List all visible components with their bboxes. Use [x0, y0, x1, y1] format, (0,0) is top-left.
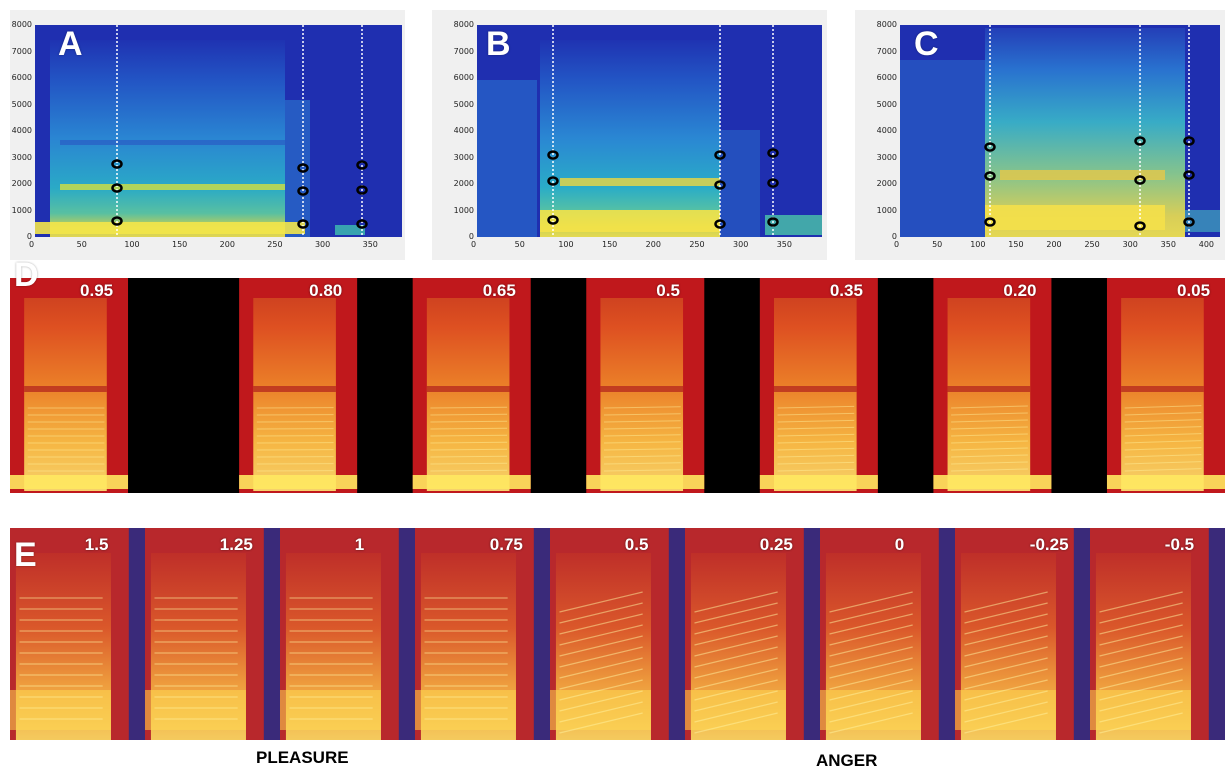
y-tick-label: 6000: [876, 73, 897, 82]
plot-a: [35, 25, 402, 237]
row-d-value-label: 0.5: [656, 281, 680, 300]
y-tick-label: 0: [468, 232, 474, 241]
spectrogram-d: [10, 278, 129, 493]
x-tick-label: 150: [1008, 240, 1024, 249]
panel-letter-e: E: [14, 536, 37, 574]
plot-b: [477, 25, 822, 237]
spectrogram-d: [759, 278, 878, 493]
spectrogram-e: [415, 528, 534, 740]
x-tick-label: 0: [471, 240, 477, 249]
x-tick-label: 250: [267, 240, 283, 249]
x-tick-label: 0: [894, 240, 900, 249]
y-tick-label: 1000: [11, 205, 32, 215]
spectrogram-d: [586, 278, 705, 493]
row-d: [10, 278, 1225, 493]
panel-letter-a: A: [58, 25, 83, 63]
y-tick-label: 2000: [876, 179, 897, 188]
y-tick-label: 5000: [453, 99, 474, 109]
plot-c: [900, 25, 1220, 237]
row-e-value-label: 1.5: [84, 535, 109, 554]
caption-pleasure: PLEASURE: [256, 748, 349, 767]
y-tick-label: 1000: [876, 205, 897, 215]
x-tick-label: 350: [1160, 240, 1176, 249]
x-tick-label: 200: [219, 240, 235, 249]
row-e-value-label: 0.75: [489, 535, 523, 554]
row-e-value-label: 0.5: [624, 535, 649, 554]
y-tick-label: 7000: [876, 46, 897, 56]
y-tick-label: 8000: [453, 20, 474, 29]
y-tick-label: 1000: [453, 205, 474, 215]
panel-letter-b: B: [486, 25, 511, 63]
y-tick-label: 3000: [453, 152, 474, 162]
spectrogram-d: [1106, 278, 1225, 493]
row-d-value-label: 0.80: [309, 281, 343, 300]
y-tick-label: 6000: [11, 73, 32, 82]
row-d-value-label: 0.95: [80, 281, 114, 300]
x-tick-label: 300: [733, 240, 749, 249]
y-tick-label: 4000: [11, 126, 32, 135]
y-tick-label: 6000: [453, 73, 474, 82]
y-tick-label: 7000: [453, 46, 474, 56]
row-d-value-label: 0.05: [1177, 281, 1211, 300]
spectrogram-d: [412, 278, 531, 493]
row-d-value-label: 0.20: [1003, 281, 1037, 300]
row-e-value-label: 0.25: [759, 535, 793, 554]
caption-anger: ANGER: [816, 751, 878, 770]
spectrogram-d: [239, 278, 358, 493]
spectrogram-e: [1090, 528, 1209, 740]
x-tick-label: 250: [689, 240, 705, 249]
y-tick-label: 3000: [876, 152, 897, 162]
x-tick-label: 100: [124, 240, 140, 249]
x-tick-label: 400: [1198, 240, 1215, 249]
y-tick-label: 2000: [453, 179, 474, 188]
x-tick-label: 100: [558, 240, 574, 249]
row-e-value-label: 1.25: [219, 535, 253, 554]
row-e-value-label: -0.5: [1164, 535, 1195, 554]
x-tick-label: 150: [602, 240, 618, 249]
x-tick-label: 350: [362, 240, 378, 249]
row-e-value-label: 0: [894, 535, 905, 554]
row-d-value-label: 0.35: [829, 281, 863, 300]
row-e: [10, 528, 1225, 740]
y-tick-label: 8000: [876, 20, 897, 29]
x-tick-label: 100: [970, 240, 986, 249]
spectrogram-e: [955, 528, 1074, 740]
y-tick-label: 7000: [11, 46, 32, 56]
x-tick-label: 200: [645, 240, 661, 249]
y-tick-label: 5000: [11, 99, 32, 109]
y-tick-label: 4000: [453, 126, 474, 135]
y-tick-label: 3000: [11, 152, 32, 162]
spectrogram-e: [280, 528, 399, 740]
row-d-value-label: 0.65: [482, 281, 516, 300]
x-tick-label: 50: [76, 240, 87, 249]
row-e-value-label: -0.25: [1029, 535, 1069, 554]
x-tick-label: 350: [776, 240, 792, 249]
x-tick-label: 250: [1084, 240, 1100, 249]
x-tick-label: 50: [514, 240, 525, 249]
spectrogram-e: [685, 528, 804, 740]
x-tick-label: 300: [1122, 240, 1138, 249]
y-tick-label: 0: [26, 232, 32, 241]
spectrogram-e: [550, 528, 669, 740]
x-tick-label: 200: [1046, 240, 1062, 249]
y-tick-label: 5000: [876, 99, 897, 109]
row-e-value-label: 1: [354, 535, 365, 554]
x-tick-label: 0: [29, 240, 35, 249]
x-tick-label: 50: [932, 240, 943, 249]
panel-letter-d: D: [14, 256, 39, 294]
panel-letter-c: C: [914, 25, 939, 63]
y-tick-label: 2000: [11, 179, 32, 188]
spectrogram-e: [145, 528, 264, 740]
x-tick-label: 150: [171, 240, 188, 249]
spectrogram-e: [10, 528, 129, 740]
spectrogram-d: [933, 278, 1052, 493]
y-tick-label: 0: [891, 232, 897, 241]
spectrogram-e: [820, 528, 939, 740]
y-tick-label: 4000: [876, 126, 897, 135]
y-tick-label: 8000: [11, 20, 32, 29]
x-tick-label: 300: [314, 240, 331, 249]
